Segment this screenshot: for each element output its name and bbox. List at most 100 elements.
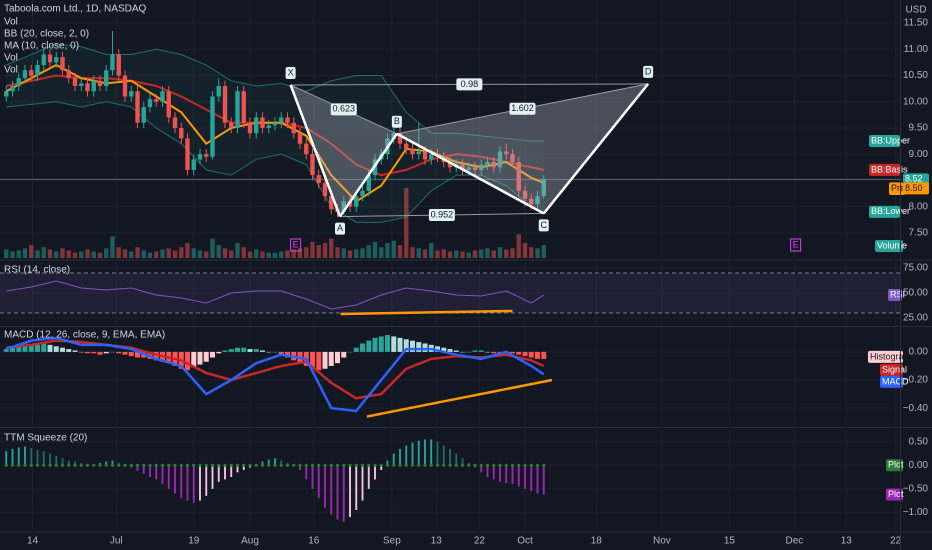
series-tag-bg	[868, 350, 903, 363]
histogram-bar	[28, 344, 34, 352]
volume-bar	[441, 249, 446, 258]
point-label: D	[645, 66, 652, 76]
histogram-bar	[128, 351, 134, 357]
histogram-bar	[78, 351, 84, 353]
volume-bar	[135, 247, 140, 258]
y-tick-label: 0.00	[909, 347, 929, 358]
histogram-bar	[3, 349, 9, 352]
histogram-bar	[403, 339, 409, 352]
histogram-bar	[122, 351, 128, 355]
histogram-bar	[247, 349, 253, 352]
histogram-bar	[260, 350, 265, 352]
histogram-bar	[253, 349, 259, 352]
histogram-bar	[241, 347, 247, 352]
rsi-band	[0, 273, 900, 313]
candle-body	[341, 201, 346, 212]
volume-bar	[179, 247, 184, 258]
event-marker	[290, 238, 302, 252]
histogram-bar	[216, 351, 222, 354]
y-tick-label: 9.50	[909, 123, 929, 134]
histogram-bar	[167, 465, 170, 489]
histogram-bar	[492, 465, 495, 480]
candle-body	[191, 159, 196, 170]
squeeze-dot	[167, 463, 171, 467]
volume-bar	[504, 249, 509, 258]
histogram-bar	[55, 455, 58, 466]
candle-body	[172, 117, 178, 128]
candle-body	[535, 196, 540, 204]
premarket-price-bg	[903, 182, 929, 195]
squeeze-dot	[379, 463, 383, 467]
x-tick-label: Aug	[241, 536, 259, 547]
candle-body	[166, 91, 171, 118]
histogram-bar	[42, 451, 45, 466]
candle-body	[316, 175, 321, 184]
histogram-bar	[435, 346, 440, 352]
histogram-bar	[36, 449, 39, 466]
series-tag: Signal	[882, 364, 907, 374]
candle-body	[416, 151, 421, 155]
candle-body	[129, 91, 134, 97]
volume-bar	[266, 252, 271, 258]
squeeze-dot	[504, 463, 508, 467]
histogram-bar	[49, 453, 51, 466]
volume-bar	[79, 251, 84, 258]
macd-title: MACD (12, 26, close, 9, EMA, EMA)	[4, 330, 165, 341]
volume-bar	[360, 248, 365, 258]
volume-bar	[447, 251, 453, 258]
squeeze-dot	[542, 463, 546, 467]
squeeze-dot	[298, 463, 302, 467]
volume-bar	[541, 245, 546, 258]
y-tick-label: 11.50	[904, 18, 929, 29]
candle-body	[4, 91, 9, 97]
point-label-bg	[538, 219, 549, 232]
candle-body	[210, 96, 215, 157]
squeeze-dot	[204, 463, 208, 467]
histogram-bar	[136, 465, 139, 471]
histogram-bar	[442, 445, 445, 466]
point-label: A	[337, 223, 343, 233]
histogram-bar	[341, 351, 347, 358]
rsi-title: RSI (14, close)	[4, 265, 70, 276]
volume-bar	[279, 251, 284, 258]
y-tick-label: 10.00	[903, 96, 928, 107]
histogram-bar	[480, 465, 483, 473]
histogram-bar	[486, 465, 489, 478]
legend-entry: Vol	[4, 65, 18, 76]
squeeze-dot	[67, 463, 71, 467]
histogram-bar	[272, 351, 278, 353]
histogram-bar	[153, 351, 159, 361]
series-tag-bg	[888, 289, 902, 301]
x-tick-label: 19	[188, 536, 200, 547]
volume-bar	[291, 249, 296, 258]
candle-body	[260, 117, 265, 128]
squeeze-dot	[192, 463, 196, 467]
histogram-bar	[74, 461, 76, 466]
squeeze-dot	[48, 463, 52, 467]
histogram-bar	[342, 465, 345, 522]
volume-bar	[116, 247, 121, 258]
volume-bar	[410, 247, 415, 258]
squeeze-dot	[385, 463, 390, 467]
series-tag: Histogram	[870, 351, 911, 361]
volume-bar	[129, 251, 134, 258]
squeeze-dot	[273, 463, 277, 467]
candle-body	[479, 164, 484, 170]
histogram-bar	[266, 351, 272, 353]
volume-bar	[41, 247, 46, 258]
histogram-bar	[541, 351, 547, 359]
squeeze-dot	[517, 463, 521, 467]
volume-bar	[379, 247, 384, 258]
histogram-bar	[191, 351, 197, 368]
histogram-bar	[410, 340, 415, 352]
histogram-bar	[236, 465, 239, 473]
histogram-bar	[135, 351, 140, 358]
event-label: E	[293, 239, 299, 249]
candle-body	[85, 83, 90, 92]
volume-bar	[216, 245, 221, 258]
candle-body	[272, 122, 278, 126]
volume-bar	[160, 249, 165, 258]
candle-body	[79, 83, 84, 86]
candle-body	[104, 70, 109, 86]
histogram-bar	[510, 351, 515, 354]
